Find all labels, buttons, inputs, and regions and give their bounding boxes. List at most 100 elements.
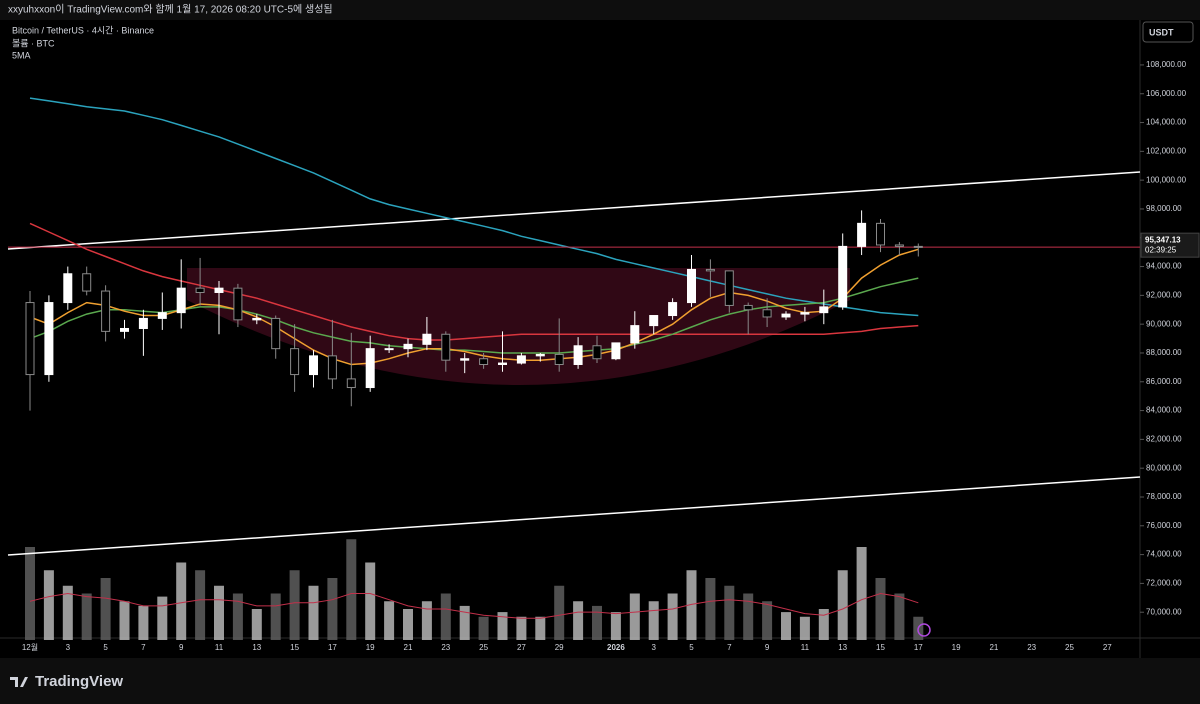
volume-bar [629,593,640,640]
x-tick-label: 23 [1027,643,1036,652]
last-price-box [1140,232,1200,258]
candle-body [365,348,375,389]
volume-bar [157,596,168,640]
candle-body [876,222,885,246]
candle-body [460,358,470,361]
x-tick-label: 13 [838,643,847,652]
volume-bar [43,570,54,640]
x-tick-label: 19 [952,643,961,652]
volume-bar [875,578,886,640]
y-tick-label: 92,000.00 [1146,290,1182,299]
x-tick-label: 15 [290,643,299,652]
x-tick-label: 11 [215,643,224,652]
candle-body [138,317,148,329]
shaded-zone [187,268,850,385]
candle-body [743,304,753,311]
moving-average [29,222,919,341]
y-tick-label: 76,000.00 [1146,521,1182,530]
volume-bar [365,562,376,640]
y-tick-label: 88,000.00 [1146,348,1182,357]
volume-bar [403,609,413,640]
volume-bar [894,593,905,640]
trendline [7,476,1141,556]
x-tick-label: 9 [765,643,770,652]
y-tick-label: 80,000.00 [1146,463,1182,472]
volume-bar [384,601,395,640]
candle-body [233,287,243,321]
candle-body [479,358,489,365]
last-price-label: 95,347.13 [1145,235,1181,244]
x-tick-label: 9 [179,643,184,652]
volume-bar [176,562,187,640]
candle-body [214,287,224,293]
candle-body [894,244,904,247]
x-tick-label: 21 [404,643,413,652]
countdown: 02:39:25 [1145,245,1177,254]
volume-bar [781,612,791,640]
candle-body [384,348,394,351]
candle-body [705,268,715,272]
volume-bar [459,605,470,640]
candle-body [649,315,659,327]
volume-bar [573,601,584,640]
x-tick-label: 7 [727,643,732,652]
volume-label: 볼륨 · BTC [12,38,55,48]
y-tick-label: 72,000.00 [1146,579,1182,588]
y-tick-label: 82,000.00 [1146,434,1182,443]
candle-body [781,313,791,318]
volume-bar [592,605,602,640]
y-tick-label: 108,000.00 [1146,60,1187,69]
candle-body [120,327,129,332]
candle-body [592,345,602,360]
candle-body [668,302,678,317]
candle-body [422,333,432,345]
volume-bar [81,593,92,640]
candle-body [82,273,92,292]
y-tick-label: 78,000.00 [1146,492,1182,501]
candle-body [913,245,923,248]
volume-bar [346,539,357,640]
volume-bar [610,612,621,640]
volume-bar [25,547,35,640]
volume-bar [195,570,206,640]
candle-body [252,317,262,321]
candle-body [573,345,583,365]
x-tick-label: 13 [252,643,261,652]
currency-button[interactable] [1142,21,1194,43]
volume-bar [705,578,716,640]
volume-bar [724,585,735,640]
volume-bar [478,616,489,640]
volume-bar [856,547,867,640]
plot-area [0,20,1140,658]
currency[interactable]: USDT [1149,27,1174,37]
volume-bar [289,570,300,640]
icon[interactable] [917,623,931,637]
x-tick-label: 3 [651,643,656,652]
candle-body [554,353,564,365]
candle-body [176,287,186,314]
candle-body [819,306,829,314]
candle-body [838,245,848,308]
volume-ma [29,592,919,619]
volume-bar [440,593,451,640]
price-axis [1140,20,1200,658]
x-tick-label: 17 [328,643,337,652]
marks [7,97,1141,640]
candle-body [611,342,621,360]
x-tick-label: 19 [366,643,375,652]
x-tick-label: 7 [141,643,146,652]
candle-body [44,302,54,376]
y-tick-label: 102,000.00 [1146,146,1187,155]
x-tick-label: 15 [876,643,885,652]
candle-body [498,362,507,365]
volume-bar [818,609,829,640]
candle-body [687,268,696,304]
y-tick-label: 104,000.00 [1146,118,1187,127]
logo-text: TradingView [35,673,123,690]
volume-bar [762,601,773,640]
x-tick-label: 27 [517,643,526,652]
candle-body [630,325,640,344]
candle-body [346,378,356,389]
candle-body [800,312,810,315]
candle-body [25,302,35,376]
